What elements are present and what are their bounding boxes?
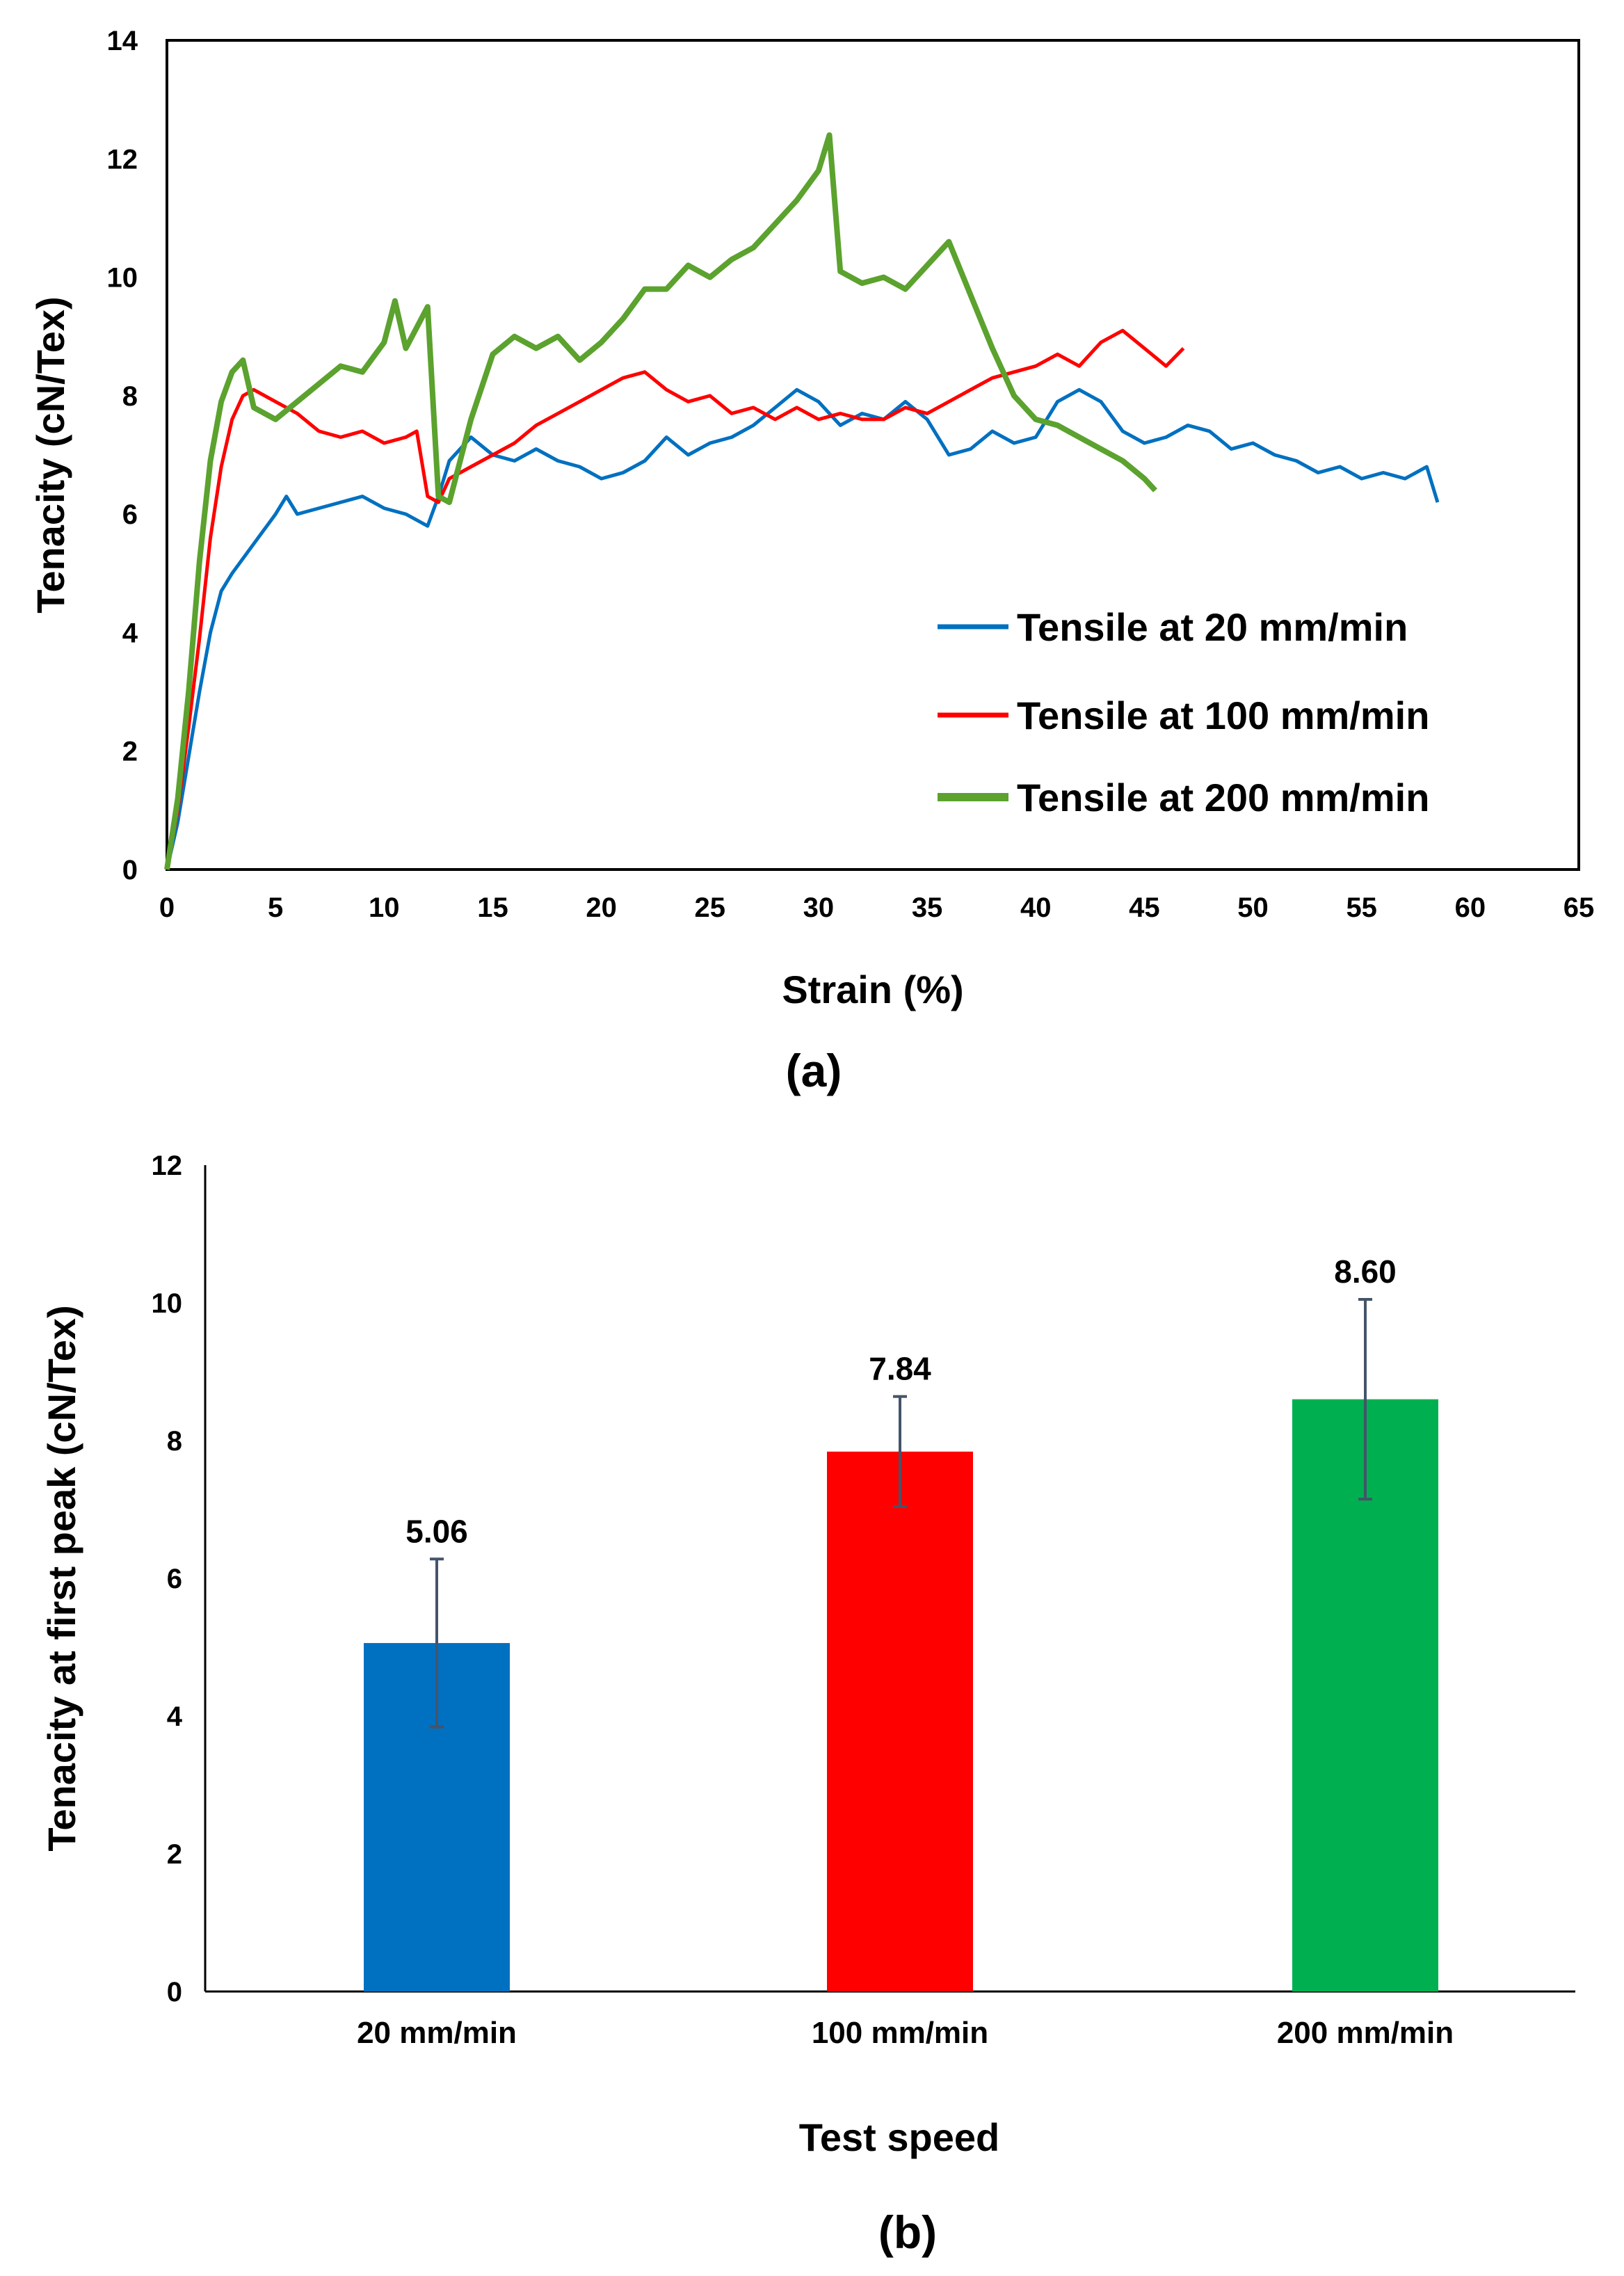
bar [827, 1451, 973, 1992]
error-bar [430, 1557, 444, 1729]
x-tick-label: 15 [477, 892, 508, 923]
y-tick-label: 6 [122, 499, 138, 530]
category-label: 200 mm/min [1277, 2016, 1454, 2050]
y-tick-label: 4 [167, 1701, 183, 1732]
x-tick-label: 10 [369, 892, 400, 923]
legend-label-200: Tensile at 200 mm/min [1017, 776, 1429, 819]
error-bars [430, 1298, 1372, 1729]
y-axis-title: Tenacity (cN/Tex) [29, 296, 72, 613]
x-tick-label: 45 [1129, 892, 1160, 923]
bar-value-labels: 5.06 7.84 8.60 [405, 1253, 1397, 1549]
x-tick-label: 0 [159, 892, 175, 923]
x-tick-label: 35 [912, 892, 943, 923]
y-axis-title: Tenacity at first peak (cN/Tex) [40, 1305, 83, 1851]
error-bar [1358, 1298, 1372, 1501]
x-tick-label: 60 [1455, 892, 1486, 923]
legend-label-100: Tensile at 100 mm/min [1017, 694, 1429, 737]
x-axis-title: Test speed [799, 2115, 999, 2159]
error-bar [893, 1395, 907, 1509]
x-tick-label: 50 [1237, 892, 1269, 923]
y-tick-label: 8 [167, 1426, 182, 1457]
y-tick-label: 2 [167, 1839, 182, 1870]
x-tick-label: 5 [268, 892, 283, 923]
y-tick-label: 0 [122, 855, 138, 885]
category-label: 20 mm/min [357, 2016, 517, 2050]
y-tick-label: 8 [122, 381, 138, 412]
y-axis-ticks: 0 2 4 6 8 10 12 14 [107, 26, 138, 885]
series-lines [164, 132, 1440, 870]
y-tick-label: 2 [122, 737, 138, 767]
panel-b-bar-chart: 0 2 4 6 8 10 12 5.06 7.84 8.60 20 mm/min 100 mm/m… [40, 1151, 1575, 2258]
panel-label-b: (b) [878, 2206, 937, 2258]
legend-label-20: Tensile at 20 mm/min [1017, 605, 1408, 649]
y-tick-label: 4 [122, 618, 138, 648]
x-tick-label: 65 [1563, 892, 1595, 923]
bar-value-label: 7.84 [869, 1351, 931, 1387]
plot-area-frame [166, 39, 1580, 871]
x-tick-label: 20 [586, 892, 617, 923]
x-axis-ticks: 0 5 10 15 20 25 30 35 40 45 50 55 60 65 [159, 892, 1594, 923]
y-tick-label: 10 [107, 263, 138, 294]
bar-value-label: 5.06 [405, 1513, 468, 1549]
bars [364, 1399, 1438, 1992]
legend: Tensile at 20 mm/min Tensile at 100 mm/m… [938, 605, 1429, 819]
series-line-20 [165, 387, 1440, 870]
y-tick-label: 10 [152, 1288, 183, 1319]
y-tick-label: 14 [107, 26, 138, 56]
x-tick-label: 25 [695, 892, 726, 923]
x-tick-label: 55 [1346, 892, 1377, 923]
x-axis-title: Strain (%) [782, 968, 963, 1011]
panel-a-line-chart: 0 2 4 6 8 10 12 14 0 5 10 15 20 25 30 35 40 45 50 55 60 65 S… [29, 26, 1594, 1096]
y-tick-label: 12 [107, 144, 138, 175]
y-tick-label: 0 [167, 1977, 182, 2007]
series-line-100 [165, 328, 1185, 870]
y-tick-label: 6 [167, 1564, 182, 1594]
series-line-200 [164, 132, 1157, 870]
y-tick-label: 12 [152, 1151, 183, 1181]
panel-label-a: (a) [786, 1045, 842, 1096]
y-axis-ticks: 0 2 4 6 8 10 12 [152, 1151, 183, 2007]
x-tick-label: 40 [1020, 892, 1052, 923]
bar-value-label: 8.60 [1334, 1253, 1397, 1290]
category-label: 100 mm/min [812, 2016, 988, 2050]
category-labels: 20 mm/min 100 mm/min 200 mm/min [357, 2016, 1454, 2050]
x-tick-label: 30 [803, 892, 835, 923]
